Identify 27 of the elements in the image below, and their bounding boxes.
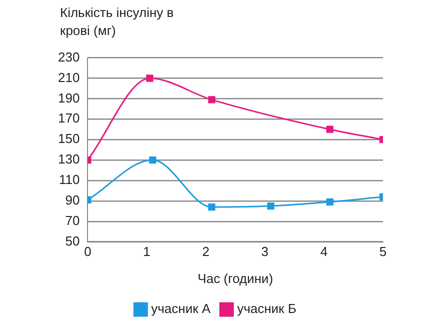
y-tick-label: 130	[58, 152, 80, 167]
point	[208, 96, 216, 104]
y-tick-label: 190	[58, 90, 80, 106]
point	[326, 126, 334, 133]
y-tick-label: 170	[58, 110, 80, 126]
y-tick-label: 50	[65, 233, 80, 248]
y-tick-label: 210	[58, 70, 80, 85]
point	[146, 74, 154, 82]
point	[149, 156, 156, 164]
x-tick-label: 4	[320, 244, 328, 260]
x-tick-label: 1	[143, 244, 150, 260]
y-tick-label: 110	[58, 172, 80, 188]
legend-label: учасник Б	[237, 301, 296, 316]
x-tick-label: 0	[84, 244, 92, 260]
y-tick-label: 150	[58, 131, 80, 146]
y-tick-label: 230	[58, 49, 80, 64]
point	[267, 202, 274, 210]
point	[208, 203, 216, 211]
x-tick-label: 2	[202, 244, 210, 260]
legend-label: учасник А	[151, 301, 211, 316]
y-tick-label: 70	[65, 212, 80, 228]
y-axis-title: Кількість інсуліну в крові (мг)	[60, 4, 175, 40]
point	[326, 198, 334, 206]
x-tick-label: 5	[379, 244, 387, 260]
y-tick-label: 90	[65, 192, 80, 208]
x-tick-label: 3	[261, 244, 268, 260]
x-axis-title: Час (години)	[198, 270, 274, 286]
